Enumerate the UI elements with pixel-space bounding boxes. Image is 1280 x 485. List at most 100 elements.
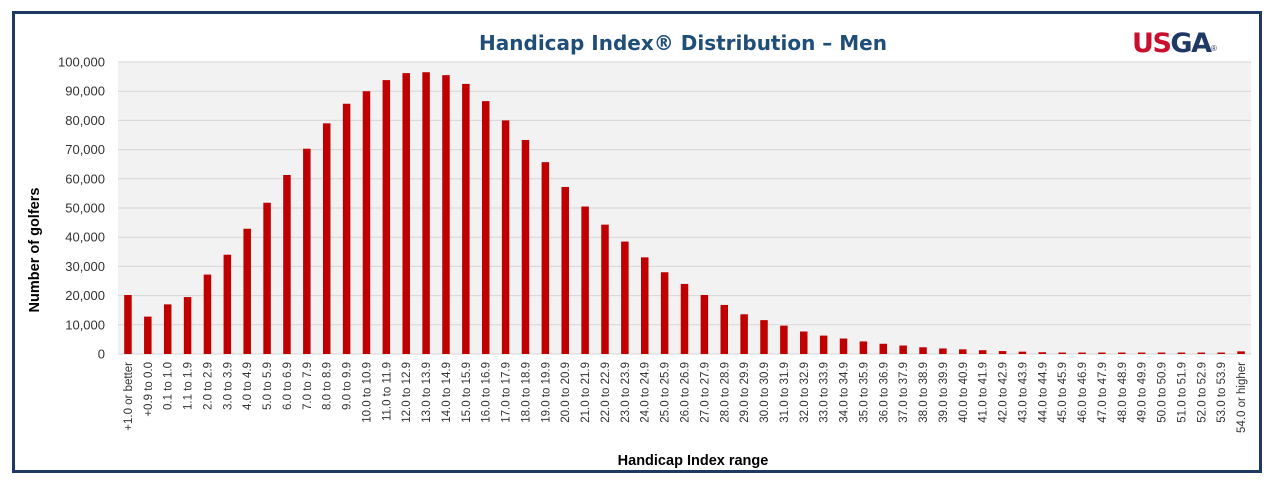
y-tick-label: 80,000 [65,113,105,128]
bar [124,295,132,354]
x-tick-label: 30.0 to 30.9 [759,362,771,423]
bar [1157,352,1166,354]
x-tick-label: 43.0 to 43.9 [1017,362,1029,423]
y-axis-ticks: 0 10,000 20,000 30,000 40,000 50,000 60,000 70,… [58,55,105,362]
x-tick-label: 47.0 to 47.9 [1097,362,1109,423]
x-tick-label: 27.0 to 27.9 [699,362,711,423]
x-tick-label: 33.0 to 33.9 [819,362,831,423]
bar [382,80,391,354]
bar [621,241,629,354]
bar [899,345,907,354]
bar [879,343,888,354]
x-tick-label: 21.0 to 21.9 [580,362,592,423]
x-tick-label: 22.0 to 22.9 [600,362,612,423]
x-tick-label: 50.0 to 50.9 [1157,362,1169,423]
bar [243,228,251,354]
x-axis-ticks: +1.0 or better +0.9 to 0.0 0.1 to 1.0 1.1 t… [123,362,1248,433]
bar [521,139,530,354]
x-tick-label: 5.0 to 5.9 [262,362,274,410]
x-tick-label: 34.0 to 34.9 [839,362,851,423]
bar [442,75,450,354]
x-axis-label: Handicap Index range [618,453,769,469]
bar [978,350,987,354]
y-tick-label: 60,000 [65,171,105,186]
x-tick-label: 39.0 to 39.9 [938,362,950,423]
x-tick-label: 29.0 to 29.9 [739,362,751,423]
x-tick-label: 46.0 to 46.9 [1077,362,1089,423]
x-tick-label: 11.0 to 11.9 [381,362,393,421]
x-tick-label: 16.0 to 16.9 [481,362,493,423]
x-tick-label: 49.0 to 49.9 [1137,362,1149,423]
x-tick-label: 25.0 to 25.9 [660,362,672,423]
bar [1217,352,1225,354]
bar [144,316,152,354]
bar [1058,352,1066,354]
y-axis-label: Number of golfers [27,188,43,313]
y-tick-label: 100,000 [58,55,105,70]
y-tick-label: 70,000 [65,142,105,157]
x-tick-label: 12.0 to 12.9 [401,362,413,423]
bar [163,304,172,354]
x-tick-label: 51.0 to 51.9 [1176,362,1188,423]
bar [342,103,351,354]
x-tick-label: 45.0 to 45.9 [1057,362,1069,423]
x-tick-label: 54.0 or higher [1236,362,1248,433]
x-tick-label: 13.0 to 13.9 [421,362,433,423]
y-tick-label: 40,000 [65,230,105,245]
x-tick-label: 35.0 to 35.9 [858,362,870,423]
bar [283,175,291,354]
bar [859,341,868,354]
x-tick-label: +1.0 or better [123,362,135,431]
bar [1177,352,1186,354]
bar [800,331,808,354]
y-tick-label: 20,000 [65,288,105,303]
bar [1098,352,1106,354]
x-tick-label: 2.0 to 2.9 [202,362,214,410]
bar [760,320,768,354]
bar [1118,352,1126,354]
x-tick-label: 37.0 to 37.9 [898,362,910,423]
x-tick-label: 7.0 to 7.9 [302,362,314,410]
bar [819,335,828,354]
bar [422,72,430,354]
x-tick-label: 31.0 to 31.9 [779,362,791,423]
bar [700,295,709,354]
x-tick-label: 42.0 to 42.9 [998,362,1010,423]
bar [501,120,510,355]
bar [322,123,331,354]
bars [124,72,1245,355]
x-tick-label: 38.0 to 38.9 [918,362,930,423]
bar [740,314,748,354]
bar [1137,352,1146,354]
bar [959,349,967,354]
x-tick-label: 26.0 to 26.9 [680,362,692,423]
registered-mark: ® [1211,44,1217,53]
x-tick-label: 9.0 to 9.9 [342,362,354,410]
x-tick-label: +0.9 to 0.0 [143,362,155,417]
bar [303,148,311,354]
x-tick-label: 44.0 to 44.9 [1037,362,1049,423]
x-tick-label: 20.0 to 20.9 [560,362,572,423]
x-tick-label: 3.0 to 3.9 [222,362,234,410]
x-tick-label: 17.0 to 17.9 [501,362,513,423]
x-tick-label: 19.0 to 19.9 [540,362,552,423]
bar [561,186,569,354]
x-tick-label: 15.0 to 15.9 [461,362,473,423]
x-tick-label: 48.0 to 48.9 [1117,362,1129,423]
bar [601,224,609,354]
x-tick-label: 53.0 to 53.9 [1216,362,1228,423]
bar [640,257,649,354]
x-tick-label: 36.0 to 36.9 [878,362,890,423]
bar [1237,351,1245,354]
x-tick-label: 28.0 to 28.9 [719,362,731,423]
bar [680,283,689,354]
bar [581,206,589,354]
bar [1078,352,1086,354]
chart: Handicap Index® Distribution – Men USGA … [27,28,1251,469]
x-tick-label: 8.0 to 8.9 [322,362,334,410]
x-tick-label: 4.0 to 4.9 [242,362,254,410]
bar [1018,351,1027,354]
bar [183,297,192,354]
bar [263,202,271,354]
bar [919,347,927,354]
